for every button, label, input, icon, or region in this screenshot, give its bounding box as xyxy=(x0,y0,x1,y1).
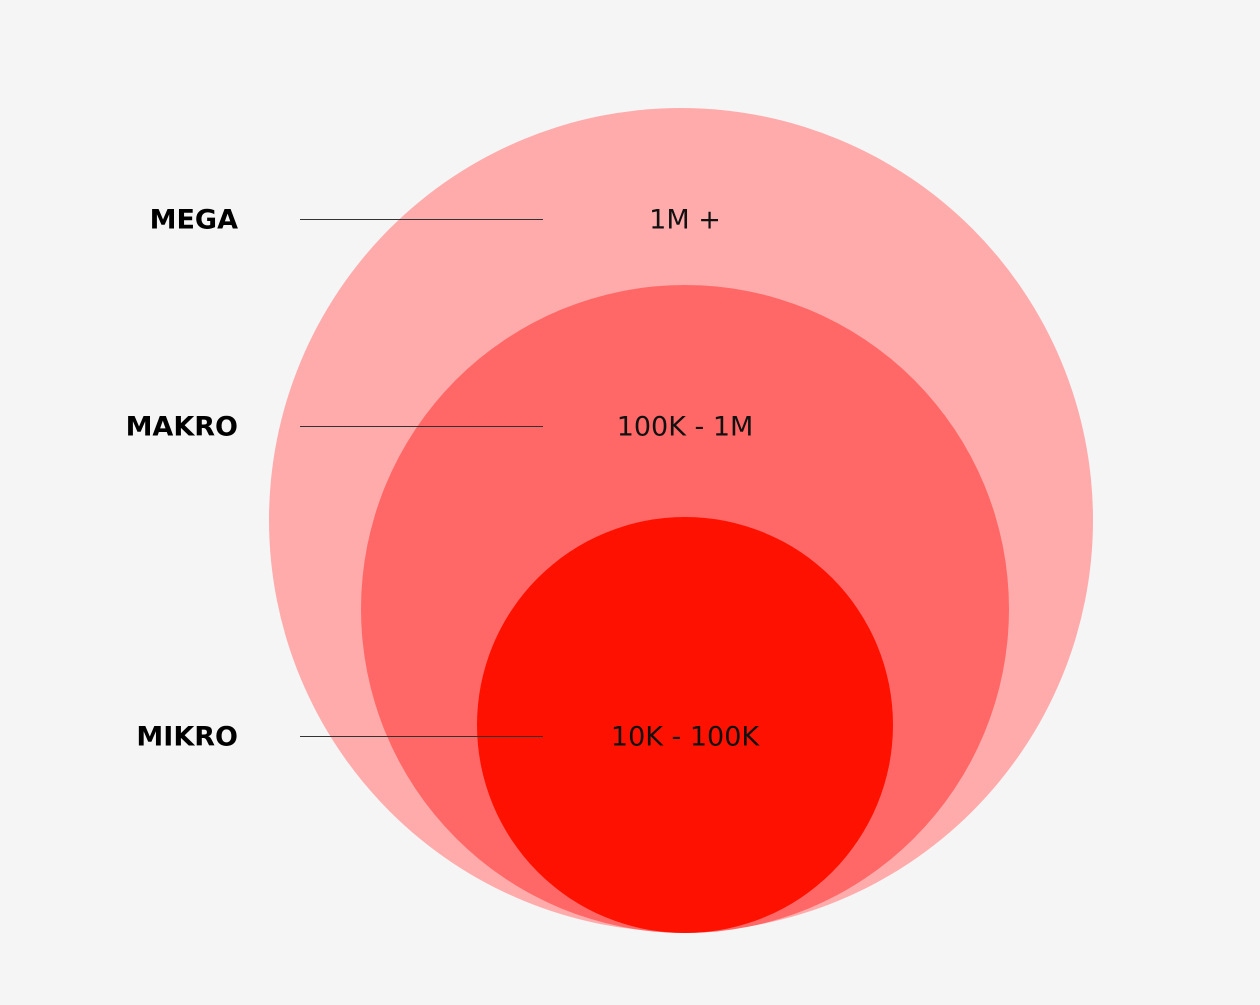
tier-range: 100K - 1M xyxy=(617,412,754,443)
tier-range: 10K - 100K xyxy=(611,722,761,753)
tier-range: 1M + xyxy=(649,205,721,236)
tier-label: MAKRO xyxy=(126,412,238,443)
tier-label: MIKRO xyxy=(136,722,238,753)
mikro-circle xyxy=(477,517,893,933)
tier-label: MEGA xyxy=(150,205,238,236)
